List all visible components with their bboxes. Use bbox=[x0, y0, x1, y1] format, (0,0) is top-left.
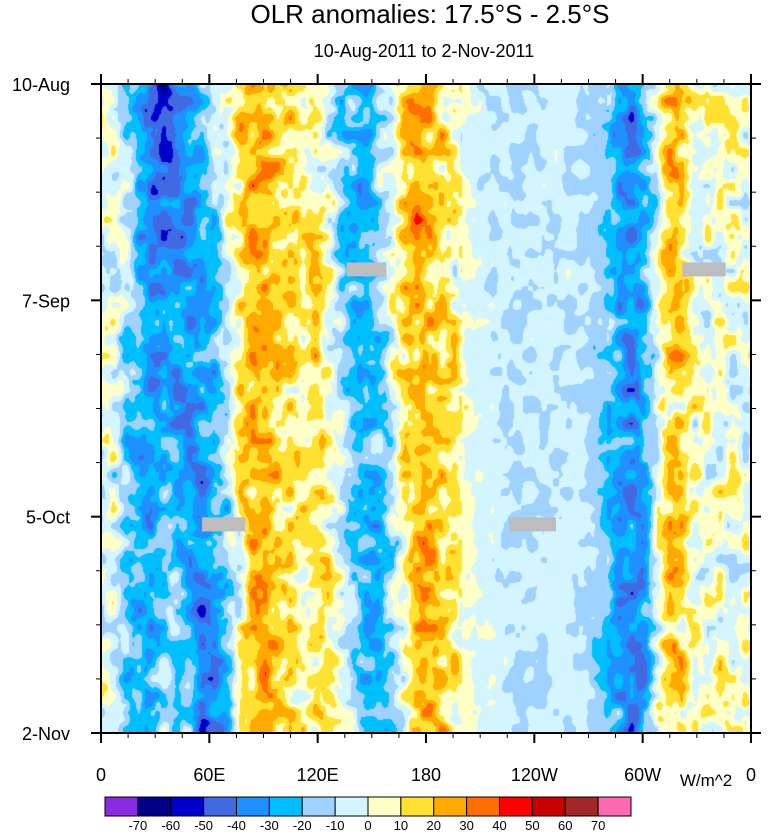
x-tick-label: 0 bbox=[96, 765, 106, 785]
colorbar-tick-label: 0 bbox=[364, 818, 371, 833]
colorbar-swatch bbox=[203, 796, 237, 817]
colorbar-swatch bbox=[466, 796, 500, 817]
x-tick-label: 0 bbox=[746, 765, 756, 785]
colorbar-tick-label: 70 bbox=[591, 818, 605, 833]
colorbar-tick-label: -30 bbox=[260, 818, 279, 833]
missing-data-segment bbox=[346, 262, 387, 277]
colorbar-swatch bbox=[268, 796, 303, 817]
missing-data-layer bbox=[202, 262, 726, 532]
colorbar-tick-label: 40 bbox=[492, 818, 506, 833]
x-tick-label: 120E bbox=[297, 765, 339, 785]
colorbar-swatch bbox=[564, 796, 599, 817]
colorbar-swatch bbox=[236, 796, 270, 817]
anomaly-field bbox=[101, 84, 751, 733]
colorbar-tick-label: -60 bbox=[161, 818, 180, 833]
colorbar-tick-label: 10 bbox=[394, 818, 408, 833]
y-tick-label: 2-Nov bbox=[22, 724, 70, 744]
chart-title: OLR anomalies: 17.5°S - 2.5°S bbox=[251, 0, 610, 29]
colorbar-swatch bbox=[531, 796, 566, 817]
colorbar-tick-label: -10 bbox=[326, 818, 345, 833]
y-tick-label: 10-Aug bbox=[12, 75, 70, 95]
colorbar-tick-label: -20 bbox=[293, 818, 312, 833]
missing-data-segment bbox=[202, 517, 246, 532]
colorbar-tick-label: -50 bbox=[194, 818, 213, 833]
colorbar-tick-label: -40 bbox=[227, 818, 246, 833]
chart-subtitle: 10-Aug-2011 to 2-Nov-2011 bbox=[314, 41, 534, 61]
colorbar-swatch bbox=[104, 796, 139, 817]
colorbar-tick-label: 20 bbox=[427, 818, 441, 833]
plot-area bbox=[100, 83, 752, 734]
colorbar-tick-label: 60 bbox=[558, 818, 572, 833]
colorbar-swatch bbox=[597, 796, 632, 817]
colorbar-swatch bbox=[301, 796, 336, 817]
colorbar-tick-label: -70 bbox=[128, 818, 147, 833]
colorbar-swatch bbox=[137, 796, 172, 817]
colorbar-tick-label: 50 bbox=[525, 818, 539, 833]
y-tick-label: 5-Oct bbox=[26, 508, 70, 528]
colorbar-swatch bbox=[400, 796, 435, 817]
colorbar-swatch bbox=[499, 796, 533, 817]
units-label: W/m^2 bbox=[680, 771, 732, 790]
missing-data-segment bbox=[509, 517, 556, 532]
colorbar-swatch bbox=[170, 796, 205, 817]
y-tick-label: 7-Sep bbox=[22, 291, 70, 311]
colorbar-swatch bbox=[334, 796, 369, 817]
missing-data-segment bbox=[682, 262, 726, 277]
x-tick-label: 120W bbox=[511, 765, 558, 785]
x-tick-label: 180 bbox=[411, 765, 441, 785]
x-tick-label: 60W bbox=[624, 765, 661, 785]
colorbar: -70 -60 -50 -40 -30 -20 -10 0 10 20 30 40 50 60 70 bbox=[104, 796, 632, 833]
colorbar-swatch bbox=[367, 796, 402, 817]
axes: 0 60E 120E 180 120W 60W 0 10-Aug 7-Sep 5-Oct 2-Nov bbox=[12, 74, 761, 785]
x-tick-label: 60E bbox=[193, 765, 225, 785]
colorbar-tick-label: 30 bbox=[459, 818, 473, 833]
colorbar-swatch bbox=[433, 796, 468, 817]
